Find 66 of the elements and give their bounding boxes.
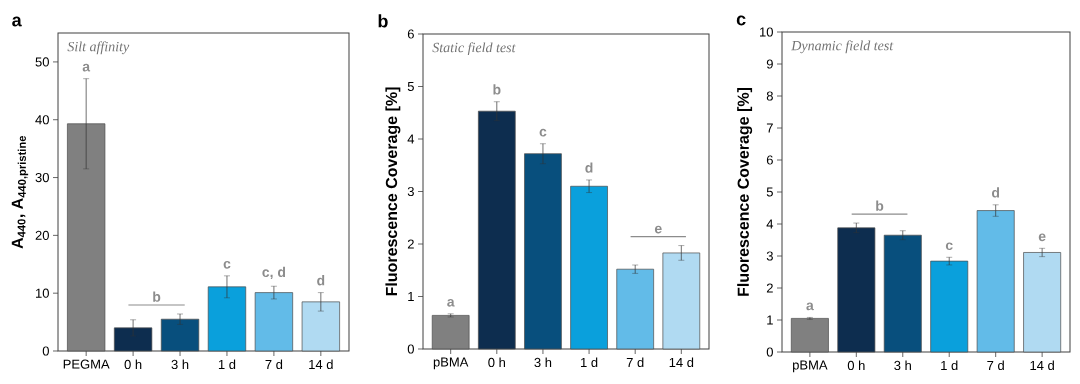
x-tick-label: 14 d [669,357,694,368]
annotation: e [1038,233,1046,242]
annotation: d [991,187,1000,198]
y-tick-label: 40 [35,115,49,125]
y-tick-label: 50 [35,57,49,67]
y-tick-label: 7 [766,123,773,133]
y-tick-label: 0 [42,346,49,356]
text: Static field test [432,42,516,56]
x-tick-label: 14 d [1030,360,1054,371]
annotation: d [585,162,593,173]
annotation: d [317,275,325,286]
y-tick-label: 0 [766,347,773,357]
x-tick-label: 3 h [894,360,911,371]
y-tick-label: 20 [35,230,49,240]
x-tick-label: 7 d [265,359,283,370]
annotation: a [447,298,455,307]
y-tick-label: 6 [766,155,773,165]
y-tick-label: 2 [766,283,773,293]
annotation: c [223,260,231,269]
x-tick-label: 7 d [626,357,644,368]
x-tick-label: 0 h [124,359,142,370]
y-tick-label: 30 [35,172,49,183]
x-tick-label: 14 d [309,359,333,370]
x-tick-label: 3 h [171,359,189,370]
annotation: c, d [262,266,286,280]
annotation: b [876,200,884,211]
y-tick-label: 1 [767,315,773,325]
y-tick-label: 0 [407,344,414,354]
y-tick-label: 8 [766,91,773,101]
chart-title: b [378,14,388,28]
y-axis-title: Fluorescence Coverage [%] [737,88,753,296]
y-tick-label: 5 [407,81,414,92]
y-tick-label: 6 [407,29,414,39]
x-tick-label: 3 h [534,357,552,368]
chart-title: c [736,15,746,26]
x-tick-label: 1 d [941,360,958,371]
chart-title: a [12,16,22,27]
y-axis-title: Fluorescence Coverage [%] [385,87,401,296]
y-tick-label: 2 [407,239,414,249]
y-tick-label: 4 [407,134,415,144]
x-tick-label: pBMA [433,357,469,370]
y-tick-label: 9 [766,59,773,69]
x-tick-label: PEGMA [63,359,110,369]
x-tick-label: 0 h [847,360,865,371]
x-tick-label: 0 h [488,357,505,368]
annotation: a [806,302,814,311]
x-tick-label: pBMA [793,360,828,373]
y-tick-label: 4 [766,219,774,229]
y-tick-label: 10 [760,27,773,37]
y-tick-label: 5 [766,187,773,197]
annotation: b [493,84,501,95]
annotation: a [82,63,91,72]
y-tick-label: 10 [36,288,49,298]
annotation: c [539,128,547,137]
text: Dynamic field test [791,40,894,54]
annotation: e [654,225,662,234]
y-tick-label: 3 [407,186,414,197]
y-tick-label: 3 [766,251,773,261]
x-tick-label: 7 d [987,360,1004,371]
text: Silt affinity [67,41,130,55]
y-axis-title: $\text{\bfseries A}_{\text{\bfseries 440}}\text{\bfseries , A}_{\text{\bfseries 440,pristine}}$ [11,135,29,249]
annotation: c [945,242,953,251]
x-tick-label: 1 d [218,359,236,370]
annotation: b [153,291,161,302]
x-tick-label: 1 d [581,357,598,368]
y-tick-label: 1 [408,292,414,301]
